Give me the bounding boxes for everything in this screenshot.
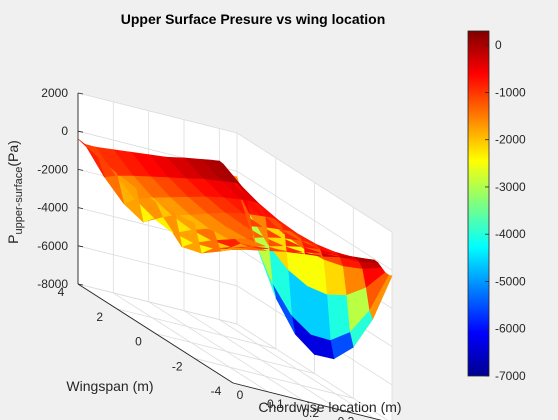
colorbar-tick-label: -2000: [495, 133, 526, 147]
colorbar-tick-label: -1000: [495, 85, 526, 99]
y-tick-label: 0: [135, 335, 142, 349]
x-axis-label: Chordwise location (m): [258, 399, 401, 415]
z-tick-mark: [77, 245, 84, 248]
x-tick-label: 0.1: [267, 397, 284, 411]
colorbar-tick-label: -6000: [495, 322, 526, 336]
y-tick-label: 4: [58, 285, 65, 299]
floor-pane: [78, 284, 388, 420]
x-tick-label: 0.3: [338, 415, 355, 420]
z-tick-label: 0: [61, 124, 68, 138]
colorbar-tick-label: -7000: [495, 369, 526, 383]
y-axis-line: [77, 283, 234, 384]
grid-line-z: [77, 130, 393, 271]
z-axis-label: Pupper-surface(Pa): [5, 140, 25, 244]
surface-patch: [326, 293, 351, 341]
colorbar-tick-label: -5000: [495, 274, 526, 288]
z-tick-label: -2000: [37, 162, 68, 176]
colorbar-gradient: [467, 30, 490, 377]
z-tick-label: 2000: [41, 86, 68, 100]
chart-title: Upper Surface Presure vs wing location: [121, 11, 386, 27]
colorbar-ticks: 0 -1000 -2000 -3000 -4000 -5000 -6000 -7000: [485, 38, 526, 383]
z-tick-mark: [77, 130, 84, 133]
z-tick-label: -4000: [37, 201, 68, 215]
y-axis-label: Wingspan (m): [66, 378, 153, 394]
z-tick-mark: [77, 169, 84, 171]
pressure-surface: [77, 138, 393, 360]
colorbar[interactable]: 0 -1000 -2000 -3000 -4000 -5000 -6000 -7000: [467, 30, 526, 383]
x-tick-label: 0: [237, 388, 244, 402]
z-tick-mark: [77, 207, 84, 209]
surface-patch: [77, 138, 105, 178]
grid-line-z: [77, 283, 389, 420]
colorbar-tick-label: 0: [495, 38, 502, 52]
z-tick-mark: [77, 283, 84, 286]
z-axis-label-main: P: [5, 234, 21, 243]
z-axis-label-unit: (Pa): [5, 140, 21, 166]
z-tick-mark: [77, 92, 84, 95]
x-tick-label: 0.2: [302, 406, 319, 420]
y-tick-label: -2: [172, 359, 183, 373]
y-tick-label: -4: [211, 384, 222, 398]
y-tick-label: 2: [96, 310, 103, 324]
z-tick-label: -6000: [37, 239, 68, 253]
x-axis-line: [232, 382, 382, 420]
z-axis-label-subscript: upper-surface: [13, 167, 25, 235]
colorbar-tick-label: -3000: [495, 180, 526, 194]
colorbar-tick-label: -4000: [495, 227, 526, 241]
z-tick-label: -8000: [37, 277, 68, 291]
grid-line-z: [77, 92, 393, 233]
